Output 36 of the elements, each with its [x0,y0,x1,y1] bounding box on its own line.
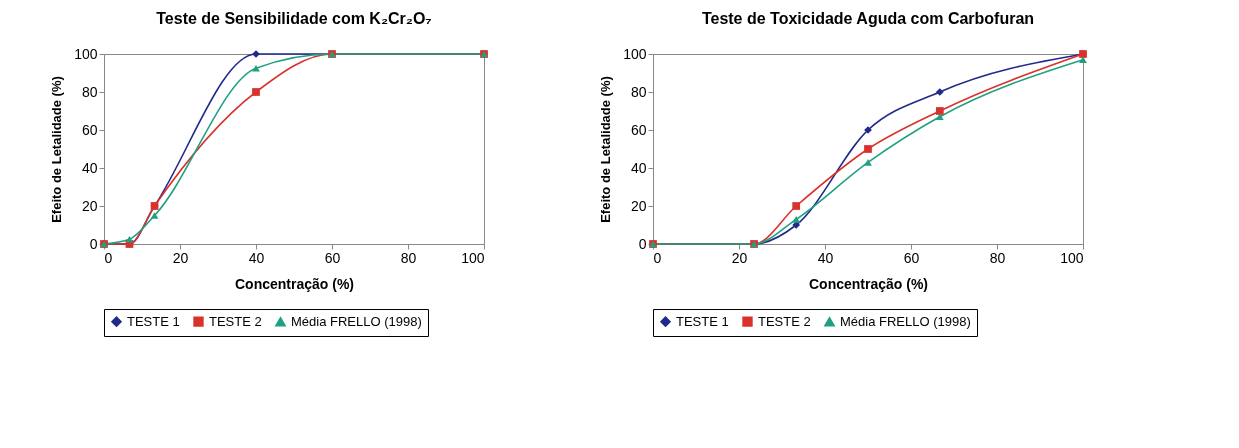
x-tick-label: 100 [461,249,485,266]
legend-label: TESTE 1 [127,313,180,329]
legend-label: Média FRELLO (1998) [291,313,422,329]
y-tick-label: 0 [638,235,647,252]
chart-title: Teste de Sensibilidade com K₂Cr₂O₇ [156,10,432,27]
x-tick-label: 60 [324,249,341,266]
x-axis-title: Concentração (%) [808,275,929,292]
y-axis-title: Efeito de Letalidade (%) [49,76,65,223]
x-tick-label: 0 [653,249,662,266]
y-tick-label: 100 [623,45,647,62]
y-tick-label: 0 [89,235,98,252]
legend-label: Média FRELLO (1998) [840,313,971,329]
x-tick-label: 0 [104,249,113,266]
legend-label: TESTE 2 [758,313,811,329]
y-tick-label: 80 [630,83,647,100]
x-tick-label: 60 [903,249,920,266]
x-tick-label: 40 [817,249,834,266]
y-tick-label: 40 [81,159,98,176]
y-tick-label: 20 [81,197,98,214]
y-tick-label: 60 [81,121,98,138]
y-tick-label: 100 [74,45,98,62]
x-tick-label: 80 [989,249,1006,266]
x-tick-label: 80 [400,249,417,266]
y-tick-label: 80 [81,83,98,100]
x-tick-label: 20 [172,249,189,266]
y-tick-label: 40 [630,159,647,176]
legend-label: TESTE 2 [209,313,262,329]
x-tick-label: 100 [1060,249,1084,266]
chart-title: Teste de Toxicidade Aguda com Carbofuran [701,10,1035,27]
x-axis-title: Concentração (%) [234,275,355,292]
x-tick-label: 20 [731,249,748,266]
y-tick-label: 20 [630,197,647,214]
legend-label: TESTE 1 [676,313,729,329]
y-tick-label: 60 [630,121,647,138]
x-tick-label: 40 [248,249,265,266]
y-axis-title: Efeito de Letalidade (%) [598,76,614,223]
